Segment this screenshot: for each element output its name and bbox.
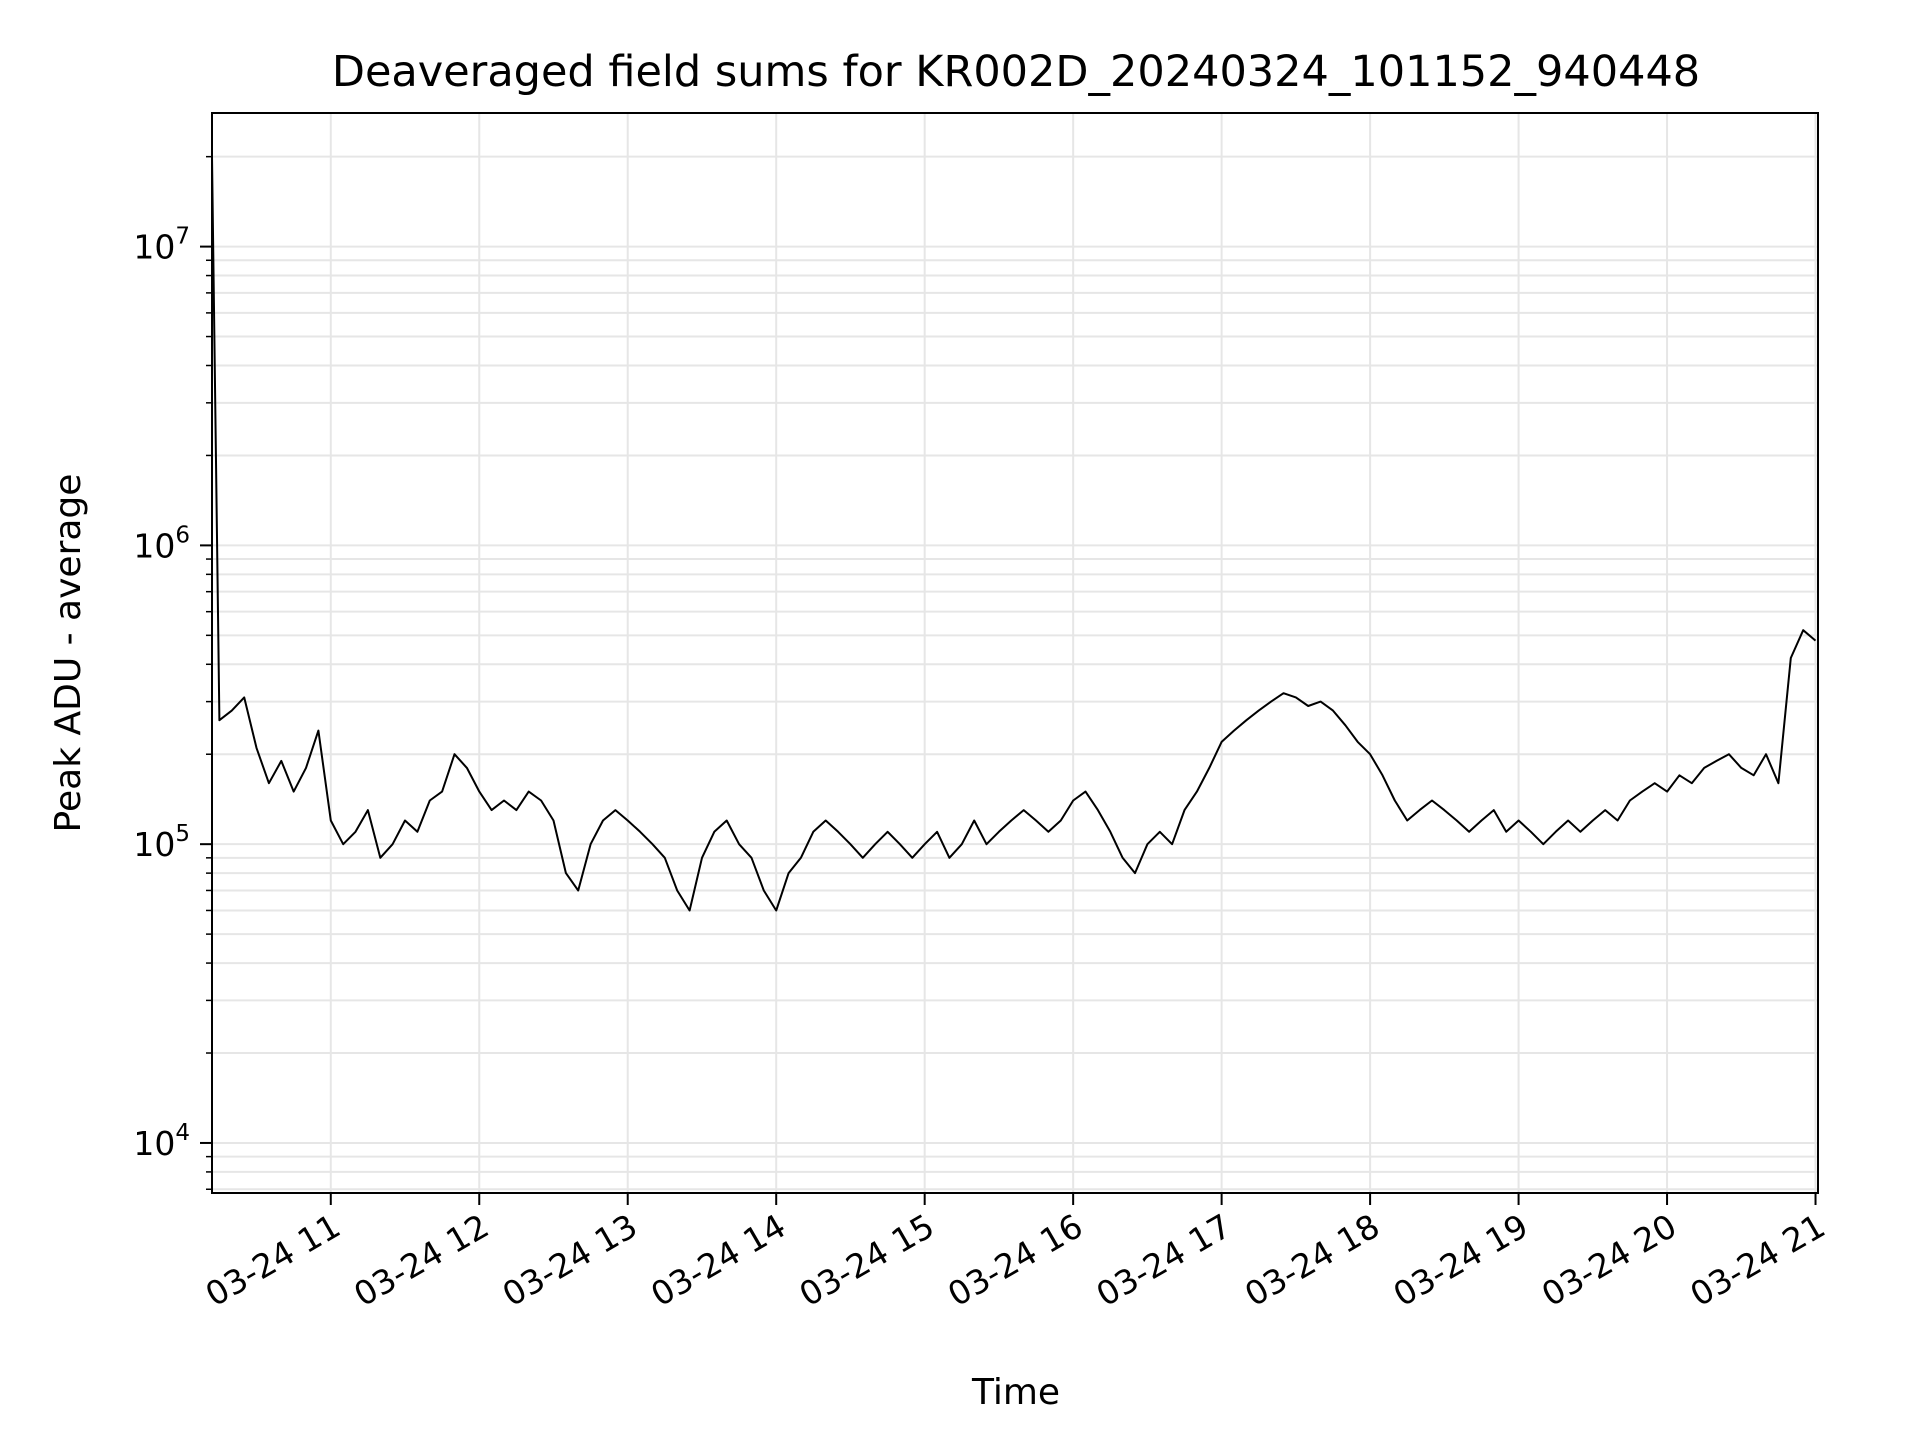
grid bbox=[212, 113, 1818, 1193]
y-axis-label: Peak ADU - average bbox=[48, 474, 89, 833]
series-layer bbox=[211, 156, 1817, 912]
y-axis: 104 105 106 107 bbox=[133, 155, 212, 1190]
plot-frame bbox=[211, 112, 1819, 1194]
y-tick-label-1: 105 bbox=[133, 821, 190, 864]
series-line-0 bbox=[211, 156, 1817, 912]
y-tick-label-3: 107 bbox=[133, 224, 190, 267]
y-tick-label-2: 106 bbox=[133, 522, 190, 565]
chart-title: Deaveraged field sums for KR002D_2024032… bbox=[332, 47, 1700, 97]
y-tick-label-0: 104 bbox=[133, 1120, 190, 1163]
x-axis-label: Time bbox=[971, 1372, 1060, 1413]
